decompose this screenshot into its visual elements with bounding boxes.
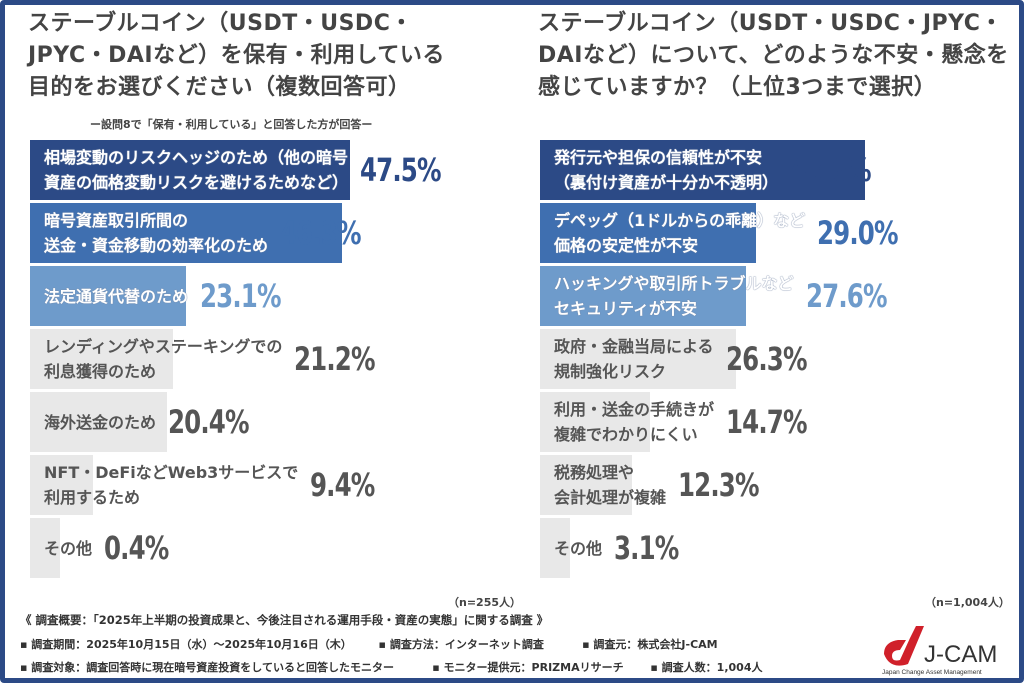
bar	[540, 518, 570, 578]
bar-value-label: 0.4%	[104, 529, 169, 567]
bar-value-label: 3.1%	[614, 529, 679, 567]
bar-value-label: 26.3%	[725, 340, 807, 378]
bar-label: その他	[554, 538, 603, 558]
bar	[540, 392, 650, 452]
title-line: ステーブルコイン（USDT・USDC・JPYC・	[538, 11, 1003, 36]
bar-value-label: 43.6%	[790, 151, 871, 189]
bar-value-label: 12.3%	[678, 466, 759, 504]
bar-label: 政府・金融当局による 規制強化リスク	[554, 337, 714, 381]
bar	[540, 266, 746, 326]
title-line: 目的をお選びください（複数回答可）	[28, 75, 411, 100]
bar	[30, 329, 173, 389]
title-line: ステーブルコイン（USDT・USDC・	[28, 11, 413, 36]
bar	[30, 392, 168, 452]
bar	[30, 518, 60, 578]
bar-row: その他 0.4%	[30, 518, 455, 578]
svg-text:J-CAM: J-CAM	[924, 641, 997, 668]
survey-overview: 《 調査概要：「2025年上半期の投資成果と、今後注目される運用手段・資産の実態…	[20, 613, 549, 627]
bar-value-label: 47.5%	[360, 151, 441, 189]
bar-value-label: 21.2%	[294, 340, 376, 378]
survey-details-2: ▪ 調査対象：調査回答時に現在暗号資産投資をしていると回答したモニター ▪ モニ…	[20, 661, 763, 674]
bar-value-label: 23.1%	[200, 277, 281, 315]
bar-value-label: 9.4%	[310, 466, 375, 504]
bar-row: 相場変動のリスクヘッジのため（他の暗号 資産の価格変動リスクを避けるためなど） 4…	[30, 140, 455, 200]
right-chart-title: ステーブルコイン（USDT・USDC・JPYC・ DAIなど）について、どのよう…	[538, 8, 1009, 104]
left-bar-chart: 相場変動のリスクヘッジのため（他の暗号 資産の価格変動リスクを避けるためなど） 4…	[30, 140, 455, 581]
bar	[540, 329, 736, 389]
bar-label: 税務処理や 会計処理が複雑	[554, 463, 667, 507]
bar-label: 発行元や担保の信頼性が不安 （裏付け資産が十分か不透明）	[554, 148, 779, 192]
bar-row: レンディングやステーキングでの 利息獲得のため 21.2%	[30, 329, 455, 389]
bar-label: デペッグ（1ドルからの乖離）など 価格の安定性が不安	[554, 211, 806, 255]
bar-row: 税務処理や 会計処理が複雑 12.3%	[540, 455, 912, 515]
bar-label: 相場変動のリスクヘッジのため（他の暗号 資産の価格変動リスクを避けるためなど）	[44, 148, 349, 192]
bar-label: 法定通貨代替のため	[44, 286, 189, 306]
bar-row: 利用・送金の手続きが 複雑でわかりにくい 14.7%	[540, 392, 912, 452]
bar-value-label: 46.3%	[280, 214, 361, 252]
bar-row: 法定通貨代替のため 23.1%	[30, 266, 455, 326]
bar	[540, 140, 865, 200]
bar-label: レンディングやステーキングでの 利息獲得のため	[44, 337, 283, 381]
bar-label: その他	[44, 538, 93, 558]
bar-label: 利用・送金の手続きが 複雑でわかりにくい	[554, 400, 715, 444]
bar-row: 政府・金融当局による 規制強化リスク 26.3%	[540, 329, 912, 389]
title-line: 感じていますか？（上位3つまで選択）	[538, 75, 937, 100]
title-line: JPYC・DAIなど）を保有・利用している	[28, 43, 445, 68]
bar	[30, 140, 351, 200]
left-sample-size: （n=255人）	[448, 596, 522, 609]
bar-value-label: 20.4%	[168, 403, 249, 441]
j-cam-logo: J-CAM Japan Change Asset Management	[880, 624, 1010, 676]
bar	[30, 203, 343, 263]
bar-label: NFT・DeFiなどWeb3サービスで 利用するため	[44, 463, 299, 507]
bar-row: 暗号資産取引所間の 送金・資金移動の効率化のため 46.3%	[30, 203, 455, 263]
bar-label: ハッキングや取引所トラブルなど セキュリティが不安	[554, 274, 794, 318]
left-chart-title: ステーブルコイン（USDT・USDC・ JPYC・DAIなど）を保有・利用してい…	[28, 8, 445, 104]
right-bar-chart: 発行元や担保の信頼性が不安 （裏付け資産が十分か不透明） 43.6% デペッグ（1ド…	[540, 140, 912, 581]
bar-value-label: 29.0%	[817, 214, 898, 252]
bar	[30, 455, 94, 515]
bar-row: 海外送金のため 20.4%	[30, 392, 455, 452]
bar	[540, 455, 632, 515]
bar	[540, 203, 757, 263]
bar-label: 海外送金のため	[44, 412, 157, 432]
bar-row: その他 3.1%	[540, 518, 912, 578]
right-sample-size: （n=1,004人）	[925, 596, 1010, 609]
bar-row: 発行元や担保の信頼性が不安 （裏付け資産が十分か不透明） 43.6%	[540, 140, 912, 200]
bar-row: デペッグ（1ドルからの乖離）など 価格の安定性が不安 29.0%	[540, 203, 912, 263]
bar	[30, 266, 186, 326]
survey-details-1: ▪ 調査期間：2025年10月15日（水）～2025年10月16日（木） ▪ 調…	[20, 638, 718, 651]
bar-row: NFT・DeFiなどWeb3サービスで 利用するため 9.4%	[30, 455, 455, 515]
bar-value-label: 27.6%	[805, 277, 887, 315]
left-chart-subtitle: ー設問8で「保有・利用している」と回答した方が回答ー	[90, 118, 373, 131]
bar-value-label: 14.7%	[726, 403, 807, 441]
title-line: DAIなど）について、どのような不安・懸念を	[538, 43, 1009, 68]
svg-text:Japan Change Asset Management: Japan Change Asset Management	[882, 669, 982, 676]
bar-label: 暗号資産取引所間の 送金・資金移動の効率化のため	[44, 211, 269, 255]
bar-row: ハッキングや取引所トラブルなど セキュリティが不安 27.6%	[540, 266, 912, 326]
